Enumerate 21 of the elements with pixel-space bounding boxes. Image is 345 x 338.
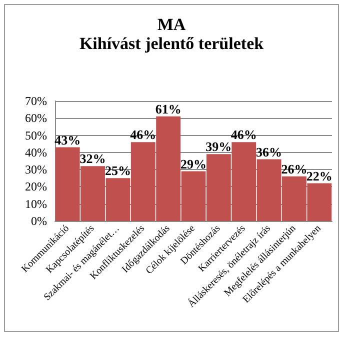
data-label: 22% (306, 168, 332, 184)
chart-title: MA (157, 15, 186, 34)
data-label: 43% (54, 132, 81, 148)
data-label: 39% (206, 139, 232, 154)
data-label: 61% (155, 101, 182, 116)
data-label: 46% (230, 127, 257, 142)
data-label: 25% (104, 163, 131, 178)
y-tick-label: 60% (25, 111, 47, 126)
chart-subtitle: Kihívást jelentő területek (79, 34, 264, 53)
y-tick-label: 0% (31, 214, 47, 228)
y-tick-label: 20% (25, 180, 47, 194)
y-tick-label: 70% (25, 94, 47, 108)
y-tick-label: 10% (25, 196, 47, 211)
y-tick-label: 30% (25, 162, 47, 177)
data-label: 46% (130, 127, 156, 142)
y-tick-label: 50% (25, 128, 47, 142)
y-tick-label: 40% (25, 145, 47, 160)
data-label: 26% (281, 161, 308, 176)
data-label: 29% (180, 156, 206, 172)
data-label: 36% (256, 144, 282, 160)
data-label: 32% (80, 151, 106, 166)
